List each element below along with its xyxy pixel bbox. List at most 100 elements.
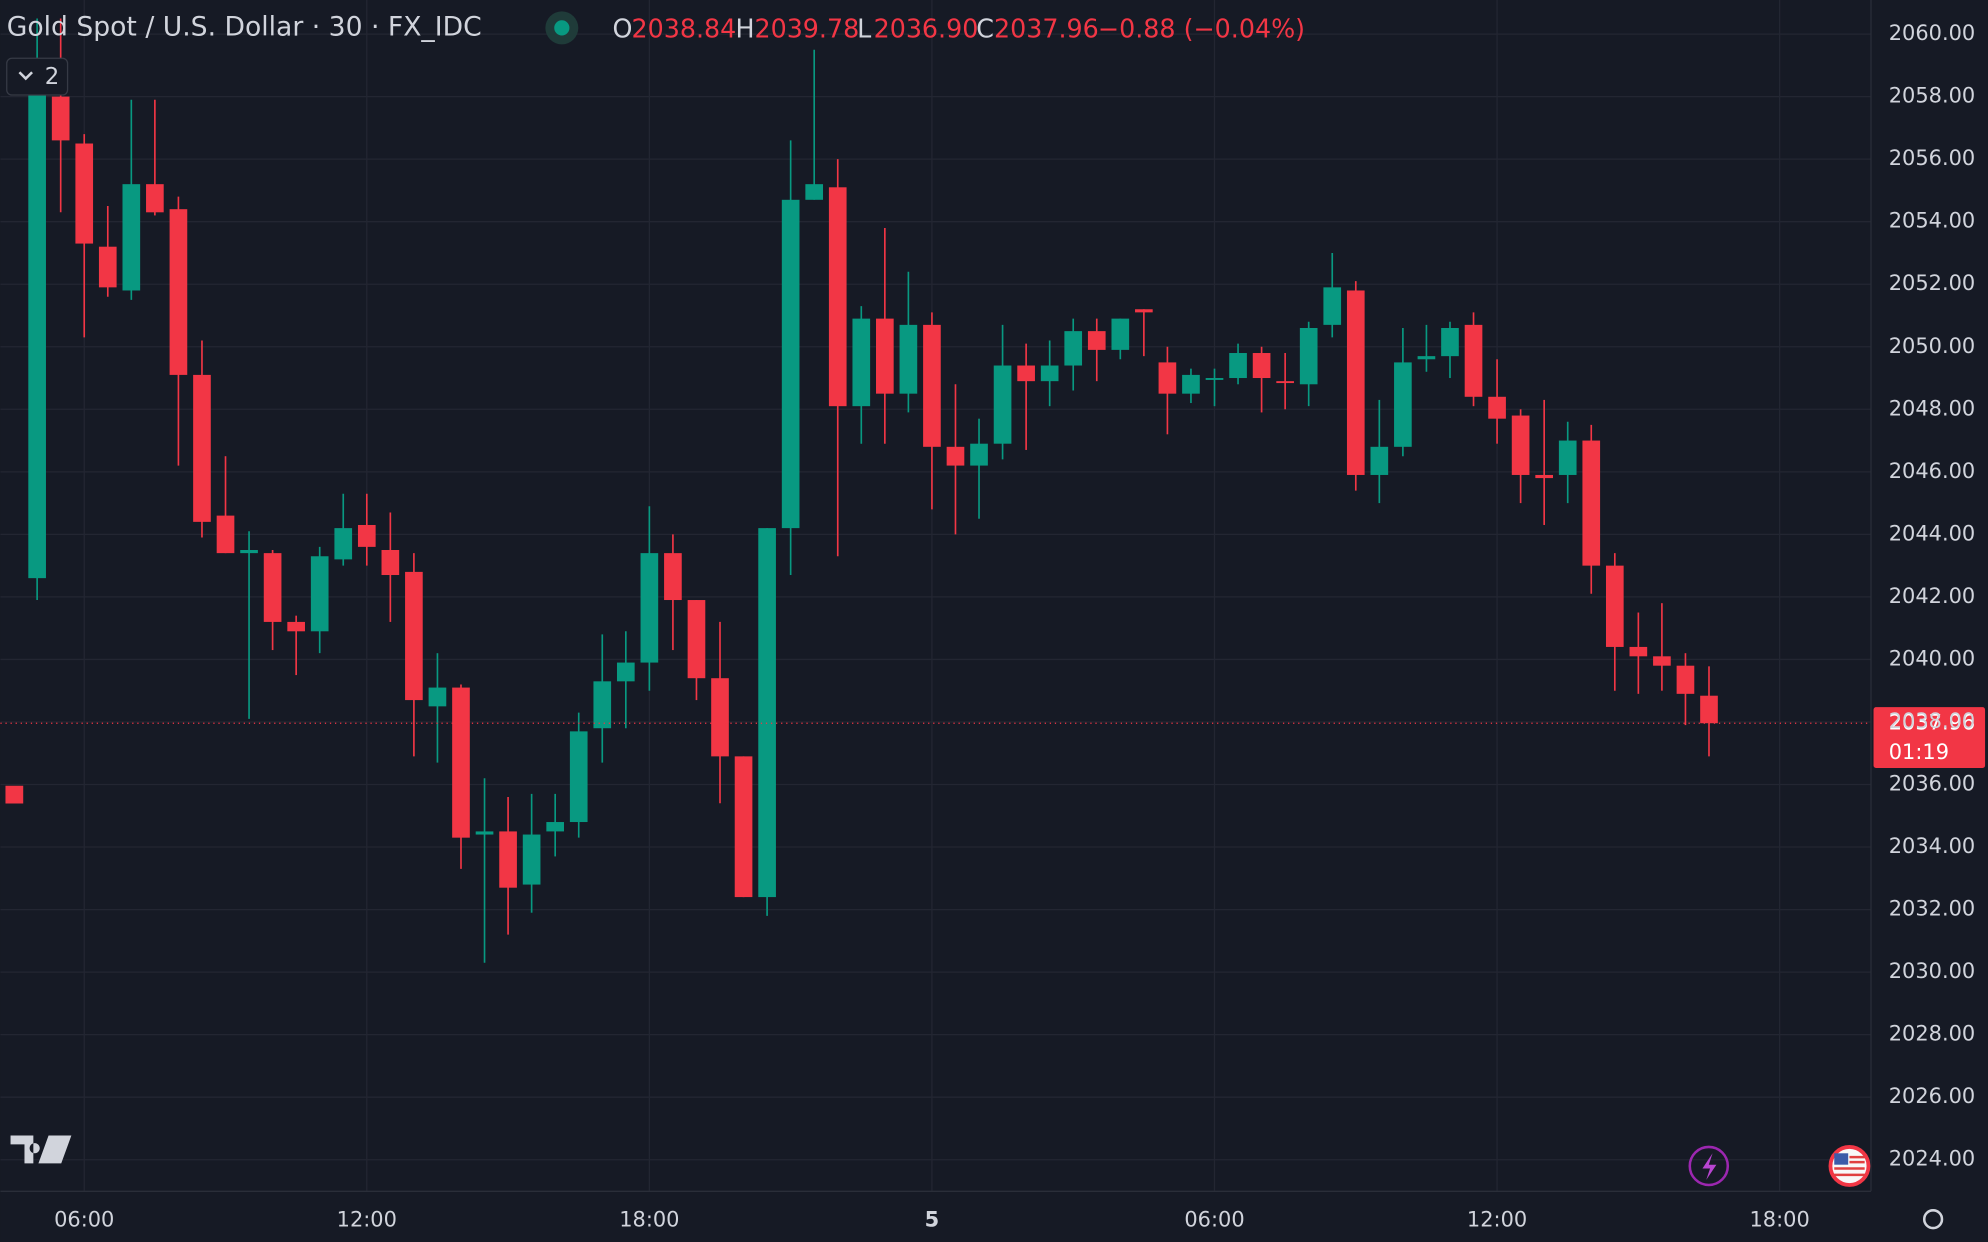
candle-body [1323,287,1342,325]
candle-body [593,681,612,729]
candle-body [970,443,988,466]
candles [0,18,1872,963]
candle-body [1700,695,1718,724]
candle-body [1135,309,1153,313]
indicator-count[interactable]: 2 [45,64,60,90]
candle-body [1558,440,1577,475]
candle-body [1064,331,1083,366]
indicator-toggle[interactable] [6,57,69,96]
legend-value: 2038.84 [632,13,737,43]
y-tick-label: 2030.00 [1889,959,1975,983]
candle-body [758,528,776,898]
chevron-icon [18,71,33,81]
candle-body [1017,365,1035,382]
y-tick-label: 2056.00 [1889,146,1975,170]
flag-icon [1834,1153,1849,1165]
candle-body [381,550,400,576]
candle-body [1346,290,1365,475]
candle-body [1087,331,1106,350]
candle-body [664,553,682,601]
price-label-text: 2037.96 [1889,711,1975,735]
y-tick-label: 2028.00 [1889,1022,1975,1046]
candle-body [75,143,94,244]
candle-body [1441,328,1459,357]
legend-value: 2036.90 [874,13,979,43]
candle-body [640,553,659,663]
candle-body [1511,415,1530,475]
legend-change: −0.88 (−0.04%) [1098,13,1305,43]
candle-body [28,65,46,579]
x-tick-label: 5 [925,1207,940,1231]
candle-body [193,374,211,522]
candle-body [923,324,941,447]
candle-body [452,687,470,838]
candle-body [122,184,141,291]
y-tick-label: 2060.00 [1889,21,1975,45]
y-tick-label: 2058.00 [1889,84,1975,108]
candle-body [1582,440,1601,566]
legend-label: L [857,13,871,43]
y-tick-label: 2050.00 [1889,334,1975,358]
y-tick-label: 2042.00 [1889,584,1975,608]
candle-body [1229,353,1247,379]
candle-body [1205,378,1224,380]
logo[interactable] [10,1135,72,1164]
candle-body [51,96,70,141]
candle-body [1040,365,1059,382]
x-tick-label: 18:00 [1750,1207,1810,1231]
legend-value: 2039.78 [754,13,859,43]
candle-body [828,187,847,407]
candle-body [522,834,541,885]
candle-body [287,621,305,632]
candle-body [1535,474,1553,479]
candle-body [711,678,729,757]
countdown: 01:19 [1889,740,1949,764]
candle-body [687,600,706,679]
legend-label: O [613,13,633,43]
candle-body [240,550,258,554]
candle-body [1605,565,1624,647]
candle-body [475,831,494,835]
candle-body [334,528,353,560]
candle-body [852,318,871,407]
chart-title: Gold Spot / U.S. Dollar · 30 · FX_IDC [7,11,482,42]
y-tick-label: 2024.00 [1889,1147,1975,1171]
legend-label: H [735,13,754,43]
candle-body [569,731,588,823]
session-button[interactable] [1828,1145,1871,1187]
candle-body [98,246,117,288]
candle-body [216,515,235,554]
y-tick-label: 2040.00 [1889,646,1975,670]
candle-body [1276,381,1294,384]
candle-body [1417,356,1436,360]
legend-label: C [976,13,994,43]
y-tick-label: 2048.00 [1889,396,1975,420]
candle-body [1653,656,1671,666]
x-tick-label: 12:00 [1467,1207,1527,1231]
candle-body [781,199,800,529]
y-tick-label: 2046.00 [1889,459,1975,483]
candle-body [310,556,329,632]
candle-body [946,446,965,466]
y-tick-label: 2034.00 [1889,834,1975,858]
candle-body [616,662,635,682]
candle-body [546,822,565,832]
candle-body [1182,374,1200,394]
candle-body [1394,362,1412,447]
y-tick-label: 2036.00 [1889,772,1975,796]
lightning-icon [1702,1153,1717,1180]
candle-body [1676,665,1695,694]
candle-body [1370,446,1389,475]
candle-body [263,553,282,622]
candle-body [146,184,164,213]
candle-body [428,687,447,707]
x-tick-label: 12:00 [337,1207,397,1231]
price-label [1873,707,1986,769]
lightning-button[interactable] [1688,1145,1730,1187]
candle-body [499,831,517,888]
candle-body [405,571,423,701]
settings-button[interactable] [1922,1209,1944,1230]
candle-body [1158,362,1177,394]
